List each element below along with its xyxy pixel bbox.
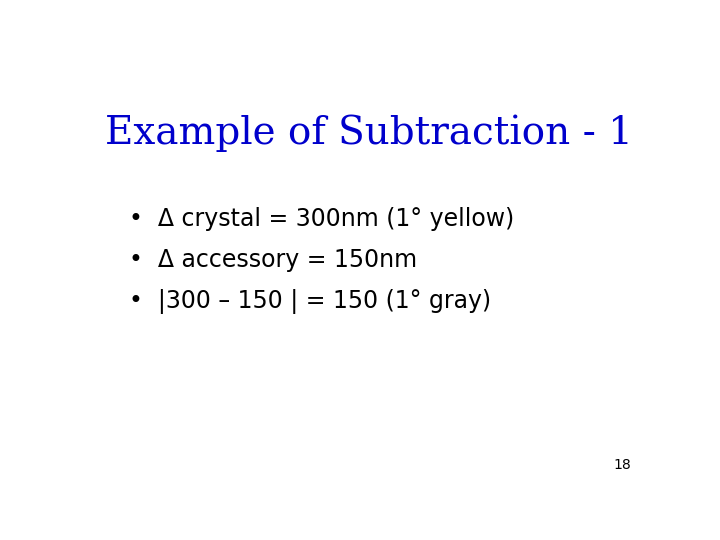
Text: •  Δ crystal = 300nm (1° yellow): • Δ crystal = 300nm (1° yellow): [129, 207, 514, 231]
Text: Example of Subtraction - 1: Example of Subtraction - 1: [105, 114, 633, 152]
Text: 18: 18: [613, 458, 631, 472]
Text: •  |300 – 150 | = 150 (1° gray): • |300 – 150 | = 150 (1° gray): [129, 289, 491, 314]
Text: •  Δ accessory = 150nm: • Δ accessory = 150nm: [129, 248, 417, 272]
